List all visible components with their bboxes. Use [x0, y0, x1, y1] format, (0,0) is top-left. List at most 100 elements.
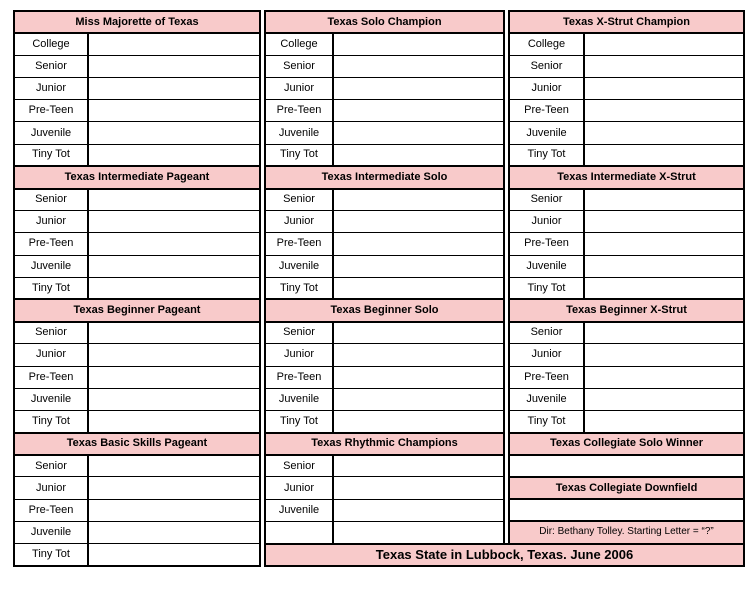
entry-cell[interactable] — [87, 187, 261, 212]
row-label: Senior — [264, 321, 334, 345]
entry-cell[interactable] — [87, 77, 261, 101]
entry-cell[interactable] — [332, 454, 505, 478]
entry-cell[interactable] — [332, 54, 505, 79]
entry-cell[interactable] — [583, 32, 745, 56]
table-row: Junior Junior Texas Collegiate Downfield — [13, 475, 745, 501]
entry-cell[interactable] — [332, 276, 505, 300]
entry-cell[interactable] — [87, 32, 261, 56]
entry-cell[interactable] — [332, 520, 505, 545]
entry-cell[interactable] — [332, 187, 505, 212]
entry-cell[interactable] — [87, 121, 261, 145]
entry-cell[interactable] — [583, 121, 745, 145]
header-x-strut-champion: Texas X-Strut Champion — [508, 9, 745, 35]
row-label: Senior — [508, 187, 585, 212]
row-label: Junior — [508, 77, 585, 101]
table-row: Tiny Tot Tiny Tot Tiny Tot — [13, 276, 745, 300]
table-row: College College College — [13, 32, 745, 56]
entry-cell[interactable] — [332, 498, 505, 522]
entry-cell[interactable] — [87, 365, 261, 389]
entry-cell[interactable] — [87, 454, 261, 478]
header-intermediate-x-strut: Texas Intermediate X-Strut — [508, 165, 745, 190]
table-row: Senior Senior Senior — [13, 54, 745, 79]
entry-cell[interactable] — [332, 210, 505, 234]
header-beginner-x-strut: Texas Beginner X-Strut — [508, 298, 745, 323]
entry-cell[interactable] — [87, 321, 261, 345]
row-label: Pre-Teen — [264, 232, 334, 256]
row-label: Pre-Teen — [508, 365, 585, 389]
row-label: Pre-Teen — [264, 365, 334, 389]
entry-cell[interactable] — [87, 254, 261, 278]
row-label: Senior — [264, 454, 334, 478]
row-label: Pre-Teen — [13, 498, 89, 522]
entry-cell[interactable] — [87, 143, 261, 167]
entry-cell[interactable] — [332, 99, 505, 123]
entry-cell[interactable] — [583, 143, 745, 167]
table-row: Tiny Tot Tiny Tot Tiny Tot — [13, 143, 745, 167]
entry-cell[interactable] — [583, 54, 745, 79]
row-label: Juvenile — [508, 121, 585, 145]
entry-cell[interactable] — [87, 409, 261, 434]
entry-cell[interactable] — [583, 77, 745, 101]
entry-cell[interactable] — [332, 321, 505, 345]
collegiate-solo-entry-cell[interactable] — [508, 454, 745, 478]
entry-cell[interactable] — [87, 276, 261, 300]
entry-cell[interactable] — [332, 476, 505, 500]
entry-cell[interactable] — [583, 276, 745, 300]
row-label: Junior — [264, 77, 334, 101]
collegiate-downfield-entry-cell[interactable] — [508, 498, 745, 522]
table-row: Juvenile Juvenile Juvenile — [13, 387, 745, 411]
header-intermediate-pageant: Texas Intermediate Pageant — [13, 165, 261, 190]
row-label: Tiny Tot — [264, 409, 334, 434]
entry-cell[interactable] — [87, 210, 261, 234]
entry-cell[interactable] — [87, 232, 261, 256]
row-label: College — [508, 32, 585, 56]
entry-cell[interactable] — [332, 143, 505, 167]
table-row: Junior Junior Junior — [13, 77, 745, 101]
row-label: College — [13, 32, 89, 56]
entry-cell[interactable] — [332, 387, 505, 411]
entry-cell[interactable] — [87, 343, 261, 367]
entry-cell[interactable] — [583, 321, 745, 345]
row-label: Juvenile — [264, 498, 334, 522]
entry-cell[interactable] — [87, 387, 261, 411]
entry-cell[interactable] — [332, 409, 505, 434]
entry-cell[interactable] — [332, 365, 505, 389]
row-label: Juvenile — [13, 387, 89, 411]
entry-cell[interactable] — [583, 343, 745, 367]
entry-cell[interactable] — [332, 121, 505, 145]
row-label: Senior — [13, 321, 89, 345]
header-rhythmic-champions: Texas Rhythmic Champions — [264, 431, 505, 456]
entry-cell[interactable] — [87, 54, 261, 79]
entry-cell[interactable] — [583, 232, 745, 256]
entry-cell[interactable] — [87, 520, 261, 545]
entry-cell[interactable] — [87, 99, 261, 123]
entry-cell[interactable] — [583, 99, 745, 123]
entry-cell[interactable] — [583, 409, 745, 434]
row-label: Tiny Tot — [508, 143, 585, 167]
entry-cell[interactable] — [583, 365, 745, 389]
entry-cell[interactable] — [332, 343, 505, 367]
row-label: Tiny Tot — [264, 276, 334, 300]
row-label-empty — [264, 520, 334, 545]
entry-cell[interactable] — [332, 77, 505, 101]
header-row: Miss Majorette of Texas Texas Solo Champ… — [13, 9, 745, 35]
row-label: Senior — [13, 187, 89, 212]
entry-cell[interactable] — [332, 32, 505, 56]
entry-cell[interactable] — [87, 498, 261, 522]
table-row: Senior Senior — [13, 454, 745, 478]
entry-cell[interactable] — [583, 387, 745, 411]
entry-cell[interactable] — [583, 210, 745, 234]
entry-cell[interactable] — [332, 232, 505, 256]
entry-cell[interactable] — [583, 187, 745, 212]
header-intermediate-solo: Texas Intermediate Solo — [264, 165, 505, 190]
entry-cell[interactable] — [87, 476, 261, 500]
row-label: Juvenile — [13, 254, 89, 278]
row-label: Juvenile — [264, 121, 334, 145]
row-label: Junior — [264, 476, 334, 500]
entry-cell[interactable] — [87, 542, 261, 567]
entry-cell[interactable] — [583, 254, 745, 278]
row-label: Tiny Tot — [508, 409, 585, 434]
entry-cell[interactable] — [332, 254, 505, 278]
row-label: Junior — [13, 210, 89, 234]
table-row: Junior Junior Junior — [13, 343, 745, 367]
